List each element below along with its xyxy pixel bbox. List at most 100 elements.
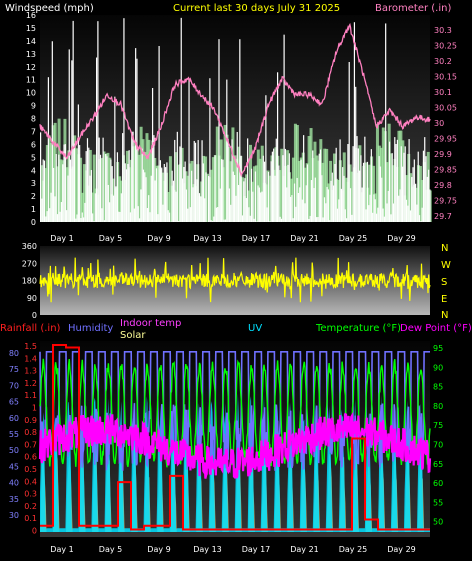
windspeed-bar [361, 187, 363, 222]
windspeed-bar [77, 104, 79, 222]
rainfall-tick: 1.1 [24, 391, 37, 400]
windspeed-bar [353, 22, 356, 222]
windspeed-bar [318, 153, 320, 222]
windspeed-bar [411, 177, 413, 222]
windspeed-bar [308, 218, 310, 222]
gust-bar [293, 123, 297, 222]
barometer-tick: 29.85 [434, 166, 457, 175]
gust-bar [375, 123, 379, 222]
temperature-tick: 75 [433, 421, 443, 430]
windspeed-tick: 15 [26, 24, 36, 33]
windspeed-tick: 6 [31, 140, 36, 149]
gust-bar [260, 145, 264, 222]
rainfall-tick: 0.7 [24, 440, 37, 449]
windspeed-bar [372, 212, 374, 222]
windspeed-bar [197, 140, 199, 222]
humidity-tick: 45 [9, 462, 19, 471]
windspeed-bar [416, 204, 418, 222]
windspeed-bar [296, 177, 298, 222]
windspeed-bar [386, 203, 388, 222]
windspeed-tick: 3 [31, 179, 36, 188]
gust-bar [385, 162, 389, 222]
windspeed-bar [53, 167, 55, 222]
windspeed-bar [306, 164, 309, 222]
legend-rainfall: Rainfall (.in) [0, 323, 61, 334]
windspeed-bar [153, 135, 155, 222]
gust-bar [364, 162, 368, 222]
gust-bar [211, 157, 215, 222]
windspeed-bar [155, 168, 158, 222]
windspeed-bar [43, 160, 46, 222]
windspeed-bar [343, 175, 345, 222]
windspeed-bar [316, 217, 318, 222]
windspeed-bar [265, 95, 267, 222]
windspeed-bar [63, 144, 65, 222]
barometer-line [39, 22, 431, 178]
windspeed-bar [76, 214, 78, 222]
windspeed-bar [279, 216, 281, 222]
rainfall-tick: 0.9 [24, 416, 37, 425]
windspeed-bar [388, 141, 391, 222]
gust-bar [409, 173, 413, 222]
windspeed-bar [42, 159, 44, 222]
windspeed-bar [119, 211, 121, 222]
windspeed-bar [99, 154, 102, 222]
gust-bar [229, 161, 233, 222]
windspeed-bar [75, 218, 77, 222]
barometer-tick: 30.2 [434, 57, 452, 66]
windspeed-bar [178, 221, 180, 222]
gust-bar [65, 167, 69, 222]
day-tick: Day 13 [193, 545, 222, 554]
humidity-tick: 75 [9, 365, 19, 374]
windspeed-tick: 0 [31, 218, 36, 227]
windspeed-bar [291, 195, 293, 222]
windspeed-bar [149, 212, 151, 222]
gust-bar [303, 167, 307, 222]
windspeed-bar [409, 210, 412, 222]
windspeed-bar [278, 165, 280, 222]
windspeed-bar [124, 163, 126, 222]
windspeed-bar [330, 180, 332, 222]
windspeed-tick: 14 [26, 37, 36, 46]
windspeed-bar [148, 195, 150, 222]
humidity-tick: 50 [9, 446, 19, 455]
windspeed-bar [274, 175, 276, 222]
windspeed-bar [162, 204, 164, 222]
windspeed-bar [71, 60, 73, 223]
windspeed-bar [202, 163, 204, 222]
windspeed-bar [295, 206, 297, 222]
windspeed-tick: 2 [31, 192, 36, 201]
windspeed-bar [88, 147, 90, 222]
windspeed-bar [338, 199, 340, 222]
windspeed-bar [250, 168, 253, 222]
windspeed-tick: 5 [31, 153, 36, 162]
gust-bar [227, 147, 231, 222]
gust-bar [108, 157, 112, 222]
gust-bar [75, 148, 79, 222]
barometer-tick: 29.9 [434, 150, 452, 159]
windspeed-bar [287, 164, 289, 222]
windspeed-bar [234, 175, 236, 222]
gust-bar [391, 165, 395, 222]
windspeed-bar [271, 151, 273, 222]
windspeed-bar [198, 193, 201, 222]
windspeed-bar [161, 167, 163, 222]
windspeed-bar [189, 207, 191, 222]
windspeed-bar [256, 221, 258, 222]
windspeed-bar [112, 195, 115, 222]
windspeed-bar [224, 219, 227, 222]
windspeed-bar [310, 180, 313, 222]
windspeed-bar [359, 170, 361, 222]
windspeed-bar [122, 133, 124, 222]
windspeed-bar [168, 212, 171, 222]
windspeed-bar [305, 185, 307, 222]
windspeed-bar [165, 167, 167, 222]
compass-n-top: N [441, 243, 448, 254]
windspeed-bar [204, 198, 206, 222]
windspeed-bar [142, 169, 145, 222]
day-tick: Day 29 [387, 545, 416, 554]
windspeed-bar [383, 216, 385, 222]
legend-temperature: Temperature (°F) [315, 323, 401, 334]
windspeed-bar [273, 148, 275, 222]
windspeed-bar [174, 139, 176, 222]
